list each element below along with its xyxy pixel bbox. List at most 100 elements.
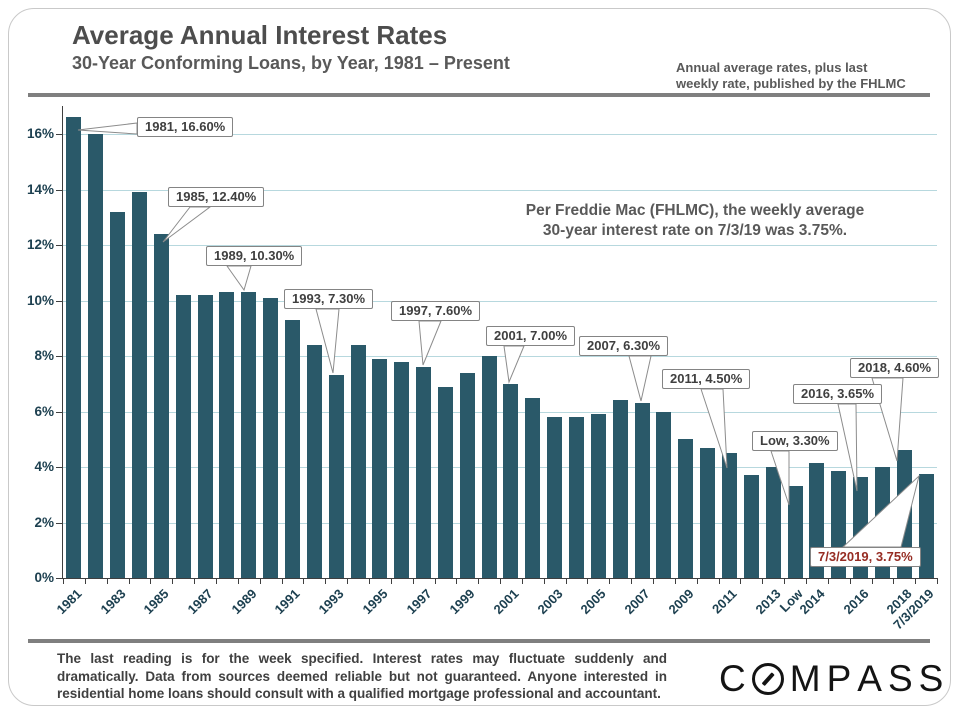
- x-tick: [784, 579, 786, 584]
- gridline-8%: [63, 356, 937, 357]
- x-tick: [500, 579, 501, 584]
- x-tick: [303, 579, 305, 584]
- y-axis-label-6%: 6%: [34, 403, 54, 419]
- x-tick: [434, 579, 436, 584]
- callout-leader-1997: [418, 320, 442, 366]
- x-tick: [631, 579, 633, 584]
- gridline-4%: [63, 467, 937, 468]
- bar-2001: [503, 383, 519, 579]
- bar-7/3/2019: [918, 473, 934, 578]
- compass-logo-letter: M: [789, 658, 821, 699]
- x-tick: [150, 579, 152, 584]
- x-tick: [216, 579, 217, 584]
- x-tick: [609, 579, 611, 584]
- x-tick: [456, 579, 458, 584]
- bar-2004: [569, 417, 584, 578]
- bar-1995: [372, 358, 388, 578]
- y-axis-label-12%: 12%: [26, 237, 54, 252]
- bar-1982: [88, 134, 104, 578]
- bar-2003: [547, 417, 563, 578]
- compass-logo-o-icon: [751, 662, 784, 695]
- compass-needle-icon: [761, 671, 775, 686]
- bar-1988: [219, 292, 235, 578]
- callout-2018: 2018, 4.60%: [850, 358, 940, 378]
- y-axis-label-4%: 4%: [34, 459, 54, 474]
- x-tick: [871, 579, 873, 584]
- callout-leader-1985: [162, 206, 212, 243]
- y-tick-12%: [56, 245, 62, 246]
- callout-leader-2001: [503, 345, 525, 384]
- y-axis-label-16%: 16%: [26, 126, 54, 141]
- y-axis-label-2%: 2%: [34, 514, 54, 530]
- annotation-line2: 30-year interest rate on 7/3/19 was 3.75…: [542, 222, 848, 239]
- bar-1999: [459, 372, 475, 578]
- annotation-line1: Per Freddie Mac (FHLMC), the weekly aver…: [525, 202, 865, 219]
- x-tick: [325, 579, 327, 584]
- x-tick: [937, 579, 938, 584]
- x-tick: [478, 579, 480, 584]
- bar-2012: [743, 475, 759, 578]
- bar-1997: [416, 367, 431, 578]
- gridline-14%: [63, 189, 937, 191]
- bar-1990: [263, 297, 279, 578]
- x-axis-line: [62, 578, 938, 579]
- y-tick-0%: [56, 578, 62, 579]
- compass-logo-letter: C: [719, 658, 746, 699]
- bar-1983: [110, 211, 126, 578]
- header-note: Annual average rates, plus last weekly r…: [676, 60, 906, 92]
- callout-2001: 2001, 7.00%: [486, 326, 576, 346]
- x-tick: [696, 579, 698, 584]
- footer-divider: [28, 639, 930, 643]
- bar-2011: [721, 453, 737, 578]
- bar-2002: [525, 397, 541, 578]
- x-tick: [805, 579, 807, 584]
- bar-1987: [197, 295, 213, 578]
- gridline-10%: [63, 300, 937, 302]
- y-tick-6%: [56, 411, 62, 413]
- x-tick: [390, 579, 392, 584]
- callout-7-3-2019: 7/3/2019, 3.75%: [810, 547, 921, 567]
- x-tick: [237, 579, 239, 584]
- callout-1989: 1989, 10.30%: [206, 246, 303, 266]
- bar-2008: [656, 411, 672, 578]
- x-tick: [653, 579, 654, 584]
- x-tick: [762, 579, 764, 584]
- y-tick-10%: [56, 300, 62, 302]
- compass-logo-letter: P: [826, 658, 852, 699]
- callout-2007: 2007, 6.30%: [579, 336, 669, 356]
- bar-1991: [284, 319, 300, 578]
- x-tick: [368, 579, 370, 584]
- x-tick: [740, 579, 742, 584]
- x-tick: [543, 579, 545, 584]
- bar-1996: [394, 361, 410, 578]
- callout-low: Low, 3.30%: [752, 431, 838, 451]
- callout-2016: 2016, 3.65%: [793, 384, 883, 404]
- x-tick: [84, 579, 86, 584]
- bar-1989: [241, 292, 257, 578]
- x-tick: [718, 579, 720, 584]
- callout-1993: 1993, 7.30%: [284, 289, 374, 309]
- bar-1998: [437, 386, 453, 578]
- x-tick: [521, 579, 523, 584]
- x-tick: [893, 579, 895, 584]
- bar-2006: [612, 400, 628, 578]
- x-tick: [259, 579, 261, 584]
- y-tick-4%: [56, 467, 62, 468]
- x-tick: [63, 579, 64, 584]
- x-tick: [347, 579, 349, 584]
- bar-Low: [787, 486, 803, 578]
- bar-2000: [481, 356, 497, 578]
- gridline-6%: [63, 411, 937, 413]
- compass-logo-letter: S: [918, 658, 944, 699]
- bar-2009: [678, 439, 694, 579]
- page-title: Average Annual Interest Rates: [72, 20, 448, 50]
- y-axis-label-0%: 0%: [34, 570, 54, 585]
- gridline-2%: [63, 522, 937, 524]
- y-tick-8%: [56, 356, 62, 357]
- x-tick: [281, 579, 283, 584]
- x-tick: [674, 579, 676, 584]
- compass-logo-letter: S: [887, 658, 913, 699]
- bar-2013: [765, 467, 781, 578]
